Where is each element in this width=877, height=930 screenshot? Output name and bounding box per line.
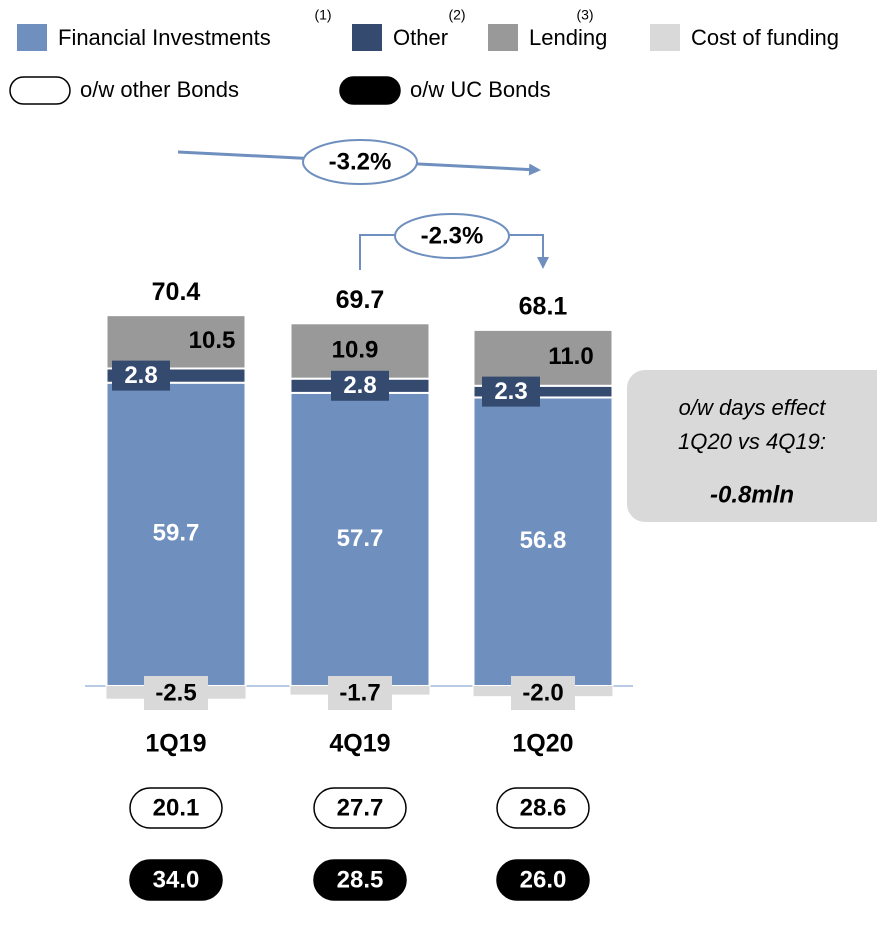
bond-label: 28.5 xyxy=(337,866,384,893)
label-box xyxy=(331,370,389,401)
legend-superscript: (3) xyxy=(576,7,593,23)
bond-label: 27.7 xyxy=(337,794,384,821)
data-label: 10.9 xyxy=(332,336,379,363)
bond-pill xyxy=(313,859,407,901)
data-label: 11.0 xyxy=(548,343,593,370)
bar-segment xyxy=(105,314,247,370)
legend-label: Lending xyxy=(529,25,607,50)
legend-label: Cost of funding xyxy=(691,25,839,50)
bond-label: 28.6 xyxy=(520,794,567,821)
annotation-bubble xyxy=(394,213,510,259)
data-label: 59.7 xyxy=(153,520,200,547)
legend-pill xyxy=(339,76,401,105)
legend-label: o/w other Bonds xyxy=(80,77,239,102)
data-label: -1.7 xyxy=(339,679,380,706)
data-label: 2.8 xyxy=(343,372,376,399)
legend-superscript: (1) xyxy=(314,7,331,23)
annotation-bubble xyxy=(302,139,418,185)
data-label: 56.8 xyxy=(520,527,567,554)
annotation: -3.2% xyxy=(329,148,392,175)
total-label: 68.1 xyxy=(519,293,568,321)
bond-pill xyxy=(129,787,223,829)
label-box xyxy=(482,376,540,407)
legend-swatch xyxy=(17,24,47,51)
note-text: 1Q20 vs 4Q19: xyxy=(678,429,826,454)
label-box xyxy=(511,676,575,710)
bond-label: 34.0 xyxy=(153,866,200,893)
bond-pill xyxy=(313,787,407,829)
total-label: 70.4 xyxy=(152,278,201,306)
legend-swatch xyxy=(352,24,382,51)
label-box xyxy=(112,360,170,391)
x-tick-label: 1Q19 xyxy=(145,730,206,758)
bond-pill xyxy=(496,787,590,829)
bar-segment xyxy=(105,381,247,687)
bar-segment xyxy=(289,391,431,687)
bar-segment xyxy=(472,328,614,387)
legend-label: Financial Investments xyxy=(58,25,271,50)
legend-label: o/w UC Bonds xyxy=(410,77,551,102)
data-label: 2.8 xyxy=(124,362,157,389)
legend-swatch xyxy=(488,24,518,51)
x-tick-label: 4Q19 xyxy=(329,730,390,758)
note-text: -0.8mln xyxy=(710,481,794,508)
note-text: o/w days effect xyxy=(679,395,827,420)
data-label: 10.5 xyxy=(189,327,236,354)
legend-pill xyxy=(9,76,71,105)
bond-label: 20.1 xyxy=(153,794,200,821)
legend-label: Other xyxy=(393,25,448,50)
note-box xyxy=(627,370,877,522)
bond-pill xyxy=(496,859,590,901)
bond-label: 26.0 xyxy=(520,866,567,893)
annotation: -2.3% xyxy=(421,222,484,249)
data-label: -2.5 xyxy=(155,679,196,706)
label-box xyxy=(144,676,208,710)
data-label: 57.7 xyxy=(337,525,384,552)
bar-segment xyxy=(289,322,431,380)
legend-swatch xyxy=(650,24,680,51)
bond-pill xyxy=(129,859,223,901)
legend-superscript: (2) xyxy=(448,7,465,23)
label-box xyxy=(328,676,392,710)
data-label: -2.0 xyxy=(522,679,563,706)
total-label: 69.7 xyxy=(336,286,385,314)
bar-segment xyxy=(472,396,614,687)
x-tick-label: 1Q20 xyxy=(512,730,573,758)
data-label: 2.3 xyxy=(494,378,527,405)
